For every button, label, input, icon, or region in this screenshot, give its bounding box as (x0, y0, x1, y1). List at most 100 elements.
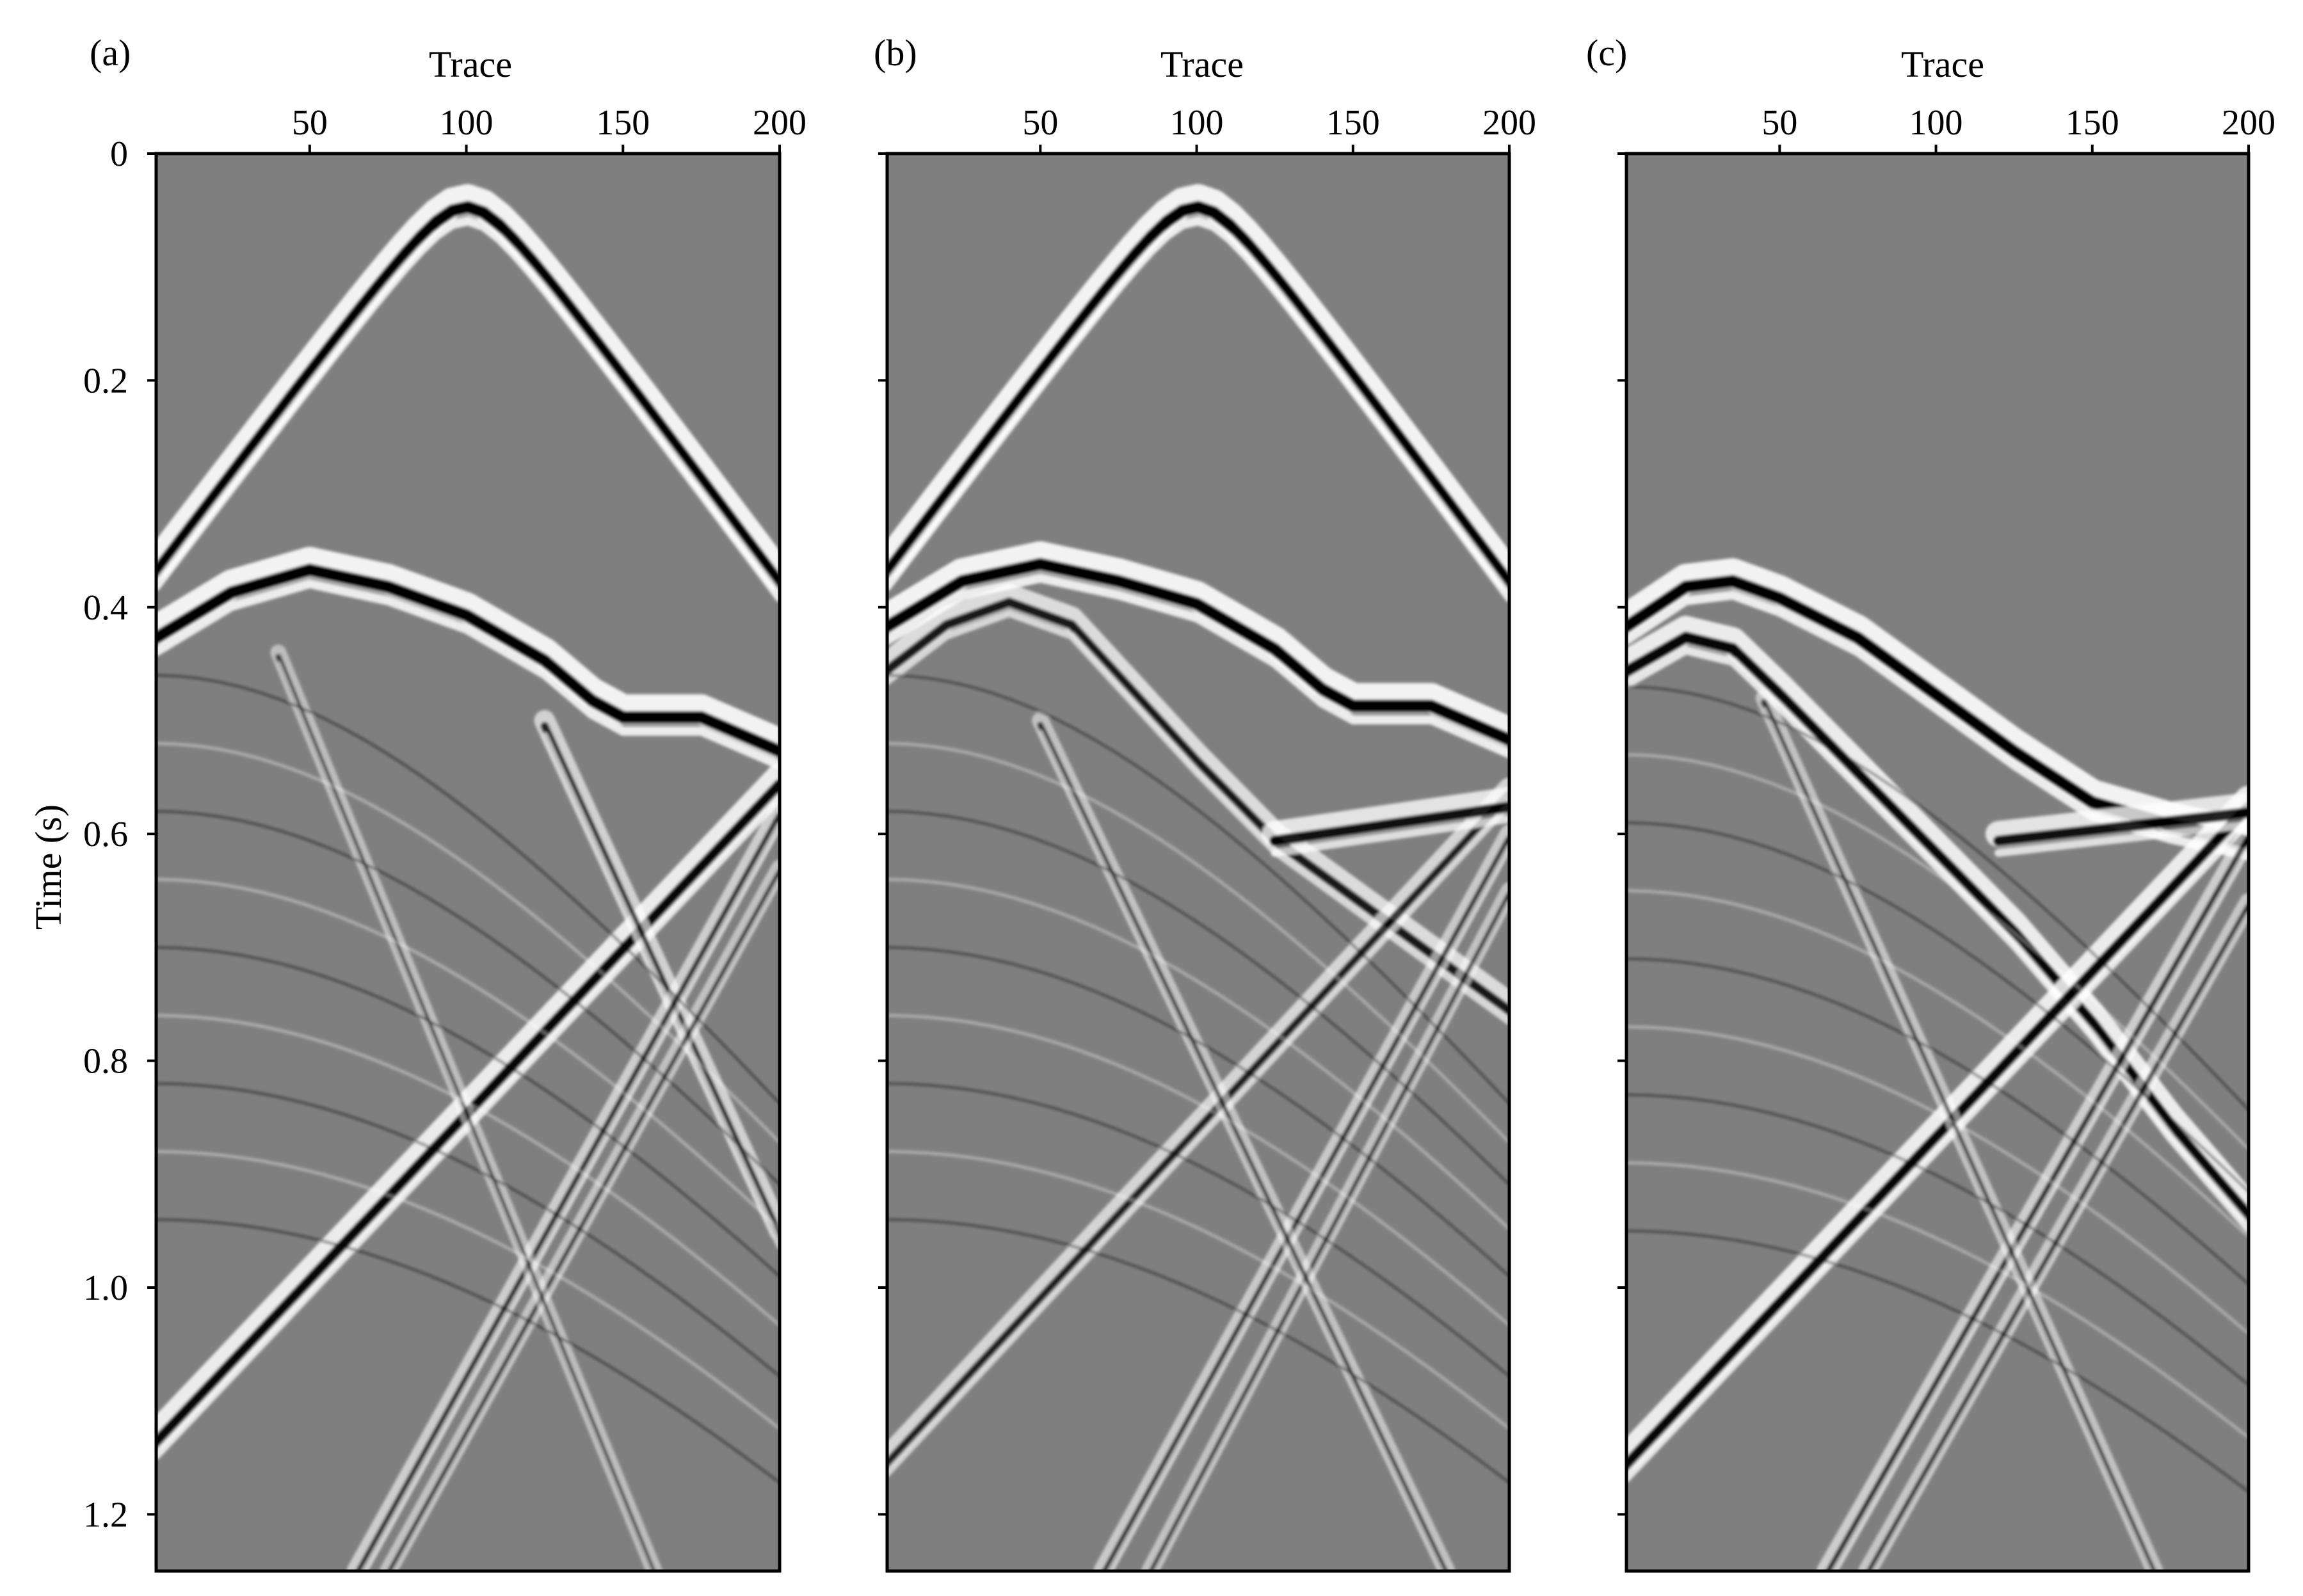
event-c-5-peak (1871, 912, 2249, 1571)
y-tick-label-a-5: 1.0 (83, 1268, 128, 1308)
x-axis-title-c: Trace (1901, 44, 1984, 85)
event-a-0-peak (156, 216, 780, 602)
event-a-7-curve-3 (156, 877, 780, 1231)
x-tick-label-a-2: 150 (596, 103, 650, 143)
event-b-8-curve-5 (887, 1014, 1509, 1327)
event-c-7-curve-2 (1626, 821, 2249, 1193)
plot-area-a (156, 154, 780, 1571)
event-b-5-peak (1107, 845, 1509, 1571)
event-b-0-peak (887, 216, 1509, 602)
event-a-7-curve-2 (156, 810, 780, 1186)
event-a-7-curve-8 (156, 1218, 780, 1484)
x-tick-label-b-3: 200 (1482, 103, 1536, 143)
x-tick-label-c-2: 150 (2066, 103, 2119, 143)
event-a-3-peak (541, 732, 780, 1250)
x-ticks-a: 50 100 150 200 (292, 103, 806, 154)
event-c-7-curve-7 (1626, 1161, 2249, 1439)
event-c-4 (1817, 824, 2249, 1571)
y-tick-label-a-2: 0.4 (83, 588, 128, 628)
event-b-8-curve-8 (887, 1218, 1509, 1484)
event-b-4 (1262, 786, 1509, 858)
event-b-0 (887, 184, 1509, 602)
event-b-1-halo (887, 541, 1509, 747)
event-a-7-curve-6 (156, 1081, 780, 1378)
event-c-5 (1858, 893, 2249, 1571)
x-ticks-b: 50 100 150 200 (1022, 103, 1536, 154)
event-a-5-trough (386, 868, 780, 1571)
plot-frame-a (154, 152, 782, 1573)
event-b-4-peak (1271, 815, 1509, 858)
x-tick-label-a-3: 200 (753, 103, 806, 143)
event-c-7-curve-8 (1626, 1229, 2249, 1494)
event-a-1-trough (156, 563, 780, 758)
event-a-6-peak (276, 662, 652, 1571)
event-b-4-halo (1262, 786, 1509, 847)
event-a-7-curve-1 (156, 742, 780, 1144)
x-tick-label-a-1: 100 (440, 103, 493, 143)
event-a-7 (156, 673, 780, 1484)
event-b-3 (887, 778, 1509, 1478)
event-b-6-trough (1148, 891, 1509, 1571)
event-c-7-curve-5 (1626, 1025, 2249, 1335)
event-c-2-peak (1626, 816, 2249, 1483)
event-c-5-trough (1865, 903, 2249, 1571)
event-c-2-trough (1626, 801, 2249, 1471)
event-b-8-curve-3 (887, 877, 1509, 1231)
panel-b: (b) Trace 50 100 150 200 (874, 32, 1536, 1573)
event-c-4-peak (1831, 845, 2249, 1571)
plot-area-c (1626, 154, 2249, 1571)
event-b-8-curve-2 (887, 810, 1509, 1186)
event-c-7-curve-4 (1626, 957, 2249, 1286)
event-c-7-curve-6 (1626, 1093, 2249, 1386)
event-a-7-curve-4 (156, 945, 780, 1278)
y-tick-label-a-0: 0 (110, 134, 128, 174)
event-c-6-peak (1761, 707, 2153, 1571)
event-a-7-curve-7 (156, 1149, 780, 1430)
event-c-1 (1626, 616, 2249, 1233)
event-a-4-peak (361, 822, 780, 1571)
event-b-8-curve-4 (887, 945, 1509, 1278)
y-tick-label-a-3: 0.6 (83, 815, 128, 854)
y-tick-label-a-6: 1.2 (83, 1495, 128, 1535)
event-c-7-curve-0 (1626, 685, 2249, 1111)
event-c-3-trough (1993, 807, 2249, 847)
event-c-7-curve-3 (1626, 889, 2249, 1238)
x-tick-label-c-3: 200 (2222, 103, 2275, 143)
seismic-events-a (156, 184, 780, 1571)
event-c-1-peak (1626, 646, 2249, 1233)
event-b-5 (1093, 824, 1509, 1571)
event-a-4 (346, 801, 780, 1571)
panel-c: (c) Trace 50 100 150 200 (1586, 32, 2275, 1573)
panel-label-a: (a) (90, 32, 131, 74)
event-b-5-trough (1101, 834, 1509, 1571)
event-a-1-halo (156, 547, 780, 758)
event-c-7-curve-1 (1626, 753, 2249, 1151)
event-b-1-trough (887, 557, 1509, 747)
event-b-8-curve-7 (887, 1149, 1509, 1430)
event-c-3-halo (1985, 792, 2249, 847)
event-c-3-peak (1994, 820, 2249, 858)
y-axis-title: Time (s) (28, 804, 69, 930)
event-b-8-curve-6 (887, 1081, 1509, 1378)
event-c-1-trough (1626, 631, 2249, 1222)
y-tick-label-a-1: 0.2 (83, 361, 128, 401)
event-a-6 (270, 644, 662, 1571)
event-a-0 (156, 184, 780, 602)
event-c-3 (1985, 792, 2249, 858)
x-axis-title-b: Trace (1160, 44, 1244, 85)
x-tick-label-b-0: 50 (1022, 103, 1058, 143)
event-b-0-trough (887, 200, 1509, 591)
x-axis-title-a: Trace (429, 44, 512, 85)
y-ticks-a: 0 0.2 0.4 0.6 0.8 1.0 1.2 (83, 134, 156, 1535)
panel-a: (a) Trace 50 100 150 200 0 0.2 0.4 0.6 0.8 1.0 1.… (83, 32, 806, 1573)
x-tick-label-b-1: 100 (1170, 103, 1224, 143)
plot-area-b (887, 154, 1509, 1571)
event-a-1 (156, 547, 780, 770)
event-b-2-peak (887, 609, 1509, 1026)
plot-frame-c (1625, 152, 2251, 1573)
panel-label-b: (b) (874, 32, 917, 74)
event-a-7-curve-0 (156, 673, 780, 1105)
x-tick-label-c-0: 50 (1761, 103, 1797, 143)
event-a-0-trough (156, 200, 780, 591)
x-tick-label-c-1: 100 (1909, 103, 1963, 143)
